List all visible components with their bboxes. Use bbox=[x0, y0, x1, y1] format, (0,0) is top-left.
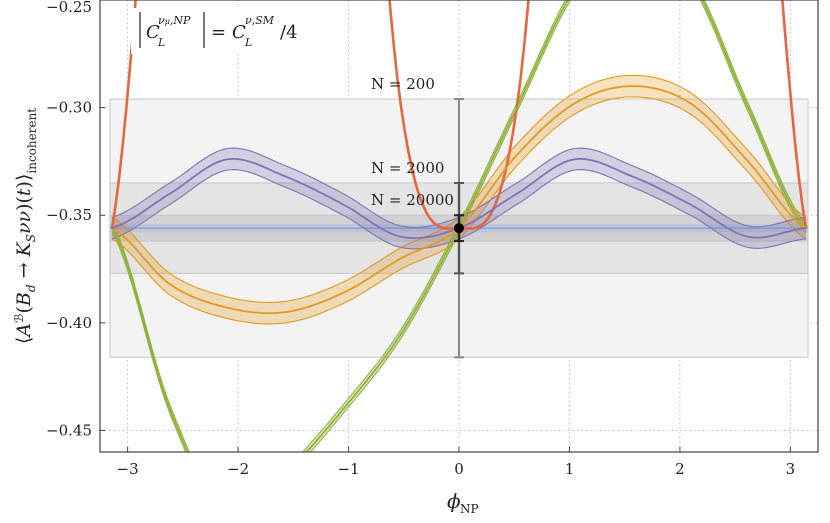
svg-text:NP: NP bbox=[460, 502, 479, 516]
svg-text:ν,SM: ν,SM bbox=[245, 14, 275, 27]
svg-text:⟨Aℬ(Bd → KSνν)(t)⟩incoherent: ⟨Aℬ(Bd → KSνν)(t)⟩incoherent bbox=[12, 108, 39, 344]
x-axis-title: ϕ NP bbox=[447, 489, 479, 516]
y-axis-title: ⟨Aℬ(Bd → KSνν)(t)⟩incoherent bbox=[12, 108, 39, 344]
region-label: N = 2000 bbox=[371, 159, 444, 177]
svg-text:L: L bbox=[157, 36, 165, 49]
reference-point bbox=[454, 223, 464, 234]
x-tick-label: 1 bbox=[565, 460, 575, 478]
error-bars bbox=[454, 98, 464, 359]
x-tick-label: 3 bbox=[786, 460, 796, 478]
svg-text:C: C bbox=[232, 22, 246, 43]
svg-text:νμ,NP: νμ,NP bbox=[158, 14, 191, 27]
region-label: N = 200 bbox=[371, 75, 435, 93]
svg-text:L: L bbox=[244, 36, 252, 49]
x-tick-label: 2 bbox=[675, 460, 685, 478]
svg-text:C: C bbox=[146, 22, 160, 43]
svg-text:/4: /4 bbox=[280, 22, 298, 43]
band-series-3 bbox=[112, 148, 806, 249]
x-ticks: −3 −2 −1 0 1 2 3 bbox=[117, 447, 796, 478]
y-tick-label: −0.30 bbox=[46, 99, 92, 117]
x-tick-label: −3 bbox=[117, 460, 139, 478]
svg-text:ϕ: ϕ bbox=[447, 489, 461, 513]
region-label: N = 20000 bbox=[371, 191, 454, 209]
x-tick-label: 0 bbox=[454, 460, 464, 478]
region-labels: N = 200 N = 2000 N = 20000 bbox=[371, 75, 454, 209]
y-tick-label: −0.40 bbox=[46, 314, 92, 332]
legend-annotation: C L νμ,NP = C L ν,SM /4 bbox=[131, 8, 347, 54]
y-ticks: −0.25 −0.30 −0.35 −0.40 −0.45 bbox=[46, 0, 105, 439]
x-tick-label: −1 bbox=[337, 460, 359, 478]
x-tick-label: −2 bbox=[227, 460, 249, 478]
y-tick-label: −0.25 bbox=[46, 0, 92, 16]
svg-text:=: = bbox=[211, 22, 226, 43]
y-tick-label: −0.45 bbox=[46, 421, 92, 439]
band-series-2 bbox=[112, 75, 806, 324]
y-tick-label: −0.35 bbox=[46, 206, 92, 224]
